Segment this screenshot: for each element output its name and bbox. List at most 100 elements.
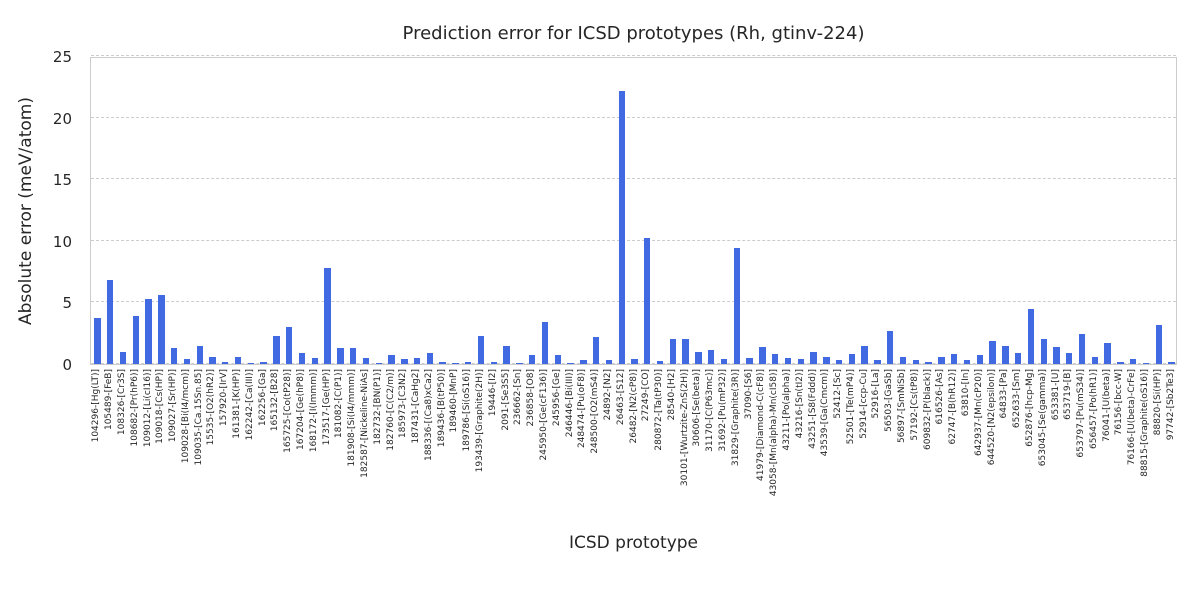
bar	[669, 339, 677, 364]
bar	[260, 362, 267, 364]
bar	[759, 346, 766, 364]
bar	[976, 355, 983, 364]
x-tick-label: 616526-[As]	[935, 369, 946, 425]
x-tick-label: 27249-[CO]	[641, 369, 652, 422]
bar	[1130, 359, 1137, 364]
y-tick-label: 20	[52, 109, 72, 128]
bar	[1104, 343, 1111, 364]
bar	[1066, 352, 1073, 364]
x-tick-label: 644520-[N2(epsilon)]	[986, 369, 997, 466]
x-tick-label: 31829-[Graphite(3R)]	[730, 369, 741, 467]
x-tick-label: 642937-[Mn(cP20)]	[973, 369, 984, 456]
bar	[1117, 362, 1124, 364]
x-tick-label: 182587-[Nickeline-NiAs]	[359, 369, 370, 478]
bar	[401, 359, 408, 364]
x-tick-label: 28540-[H2]	[666, 369, 677, 421]
x-tick-label: 181908-[Si(I4/mmm)]	[347, 369, 358, 467]
x-tick-label: 189786-[Si(oS16)]	[462, 369, 473, 452]
bar	[324, 267, 331, 364]
x-tick-label: 109035-[Ca.15Sn.85]	[193, 369, 204, 466]
x-tick-label: 189436-[B(tP50)]	[436, 369, 447, 448]
x-tick-label: 76156-[bcc-W]	[1114, 369, 1125, 436]
x-tick-label: 37090-[S6]	[743, 369, 754, 420]
gridline	[91, 55, 1176, 56]
x-tick-label: 2091-[Se3S5]	[500, 369, 511, 431]
x-tick-label: 63810-[In]	[960, 369, 971, 417]
bar	[247, 362, 255, 364]
x-tick-label: 76041-[U(beta)]	[1101, 369, 1112, 442]
bar	[490, 361, 498, 364]
bar	[170, 347, 178, 364]
bar	[618, 90, 625, 364]
x-tick-label: 185973-[C3N2]	[398, 369, 409, 439]
gridline	[91, 239, 1176, 241]
x-tick-label: 609832-[P(black)]	[922, 369, 933, 450]
bar	[861, 345, 868, 364]
bar	[477, 335, 485, 364]
bar	[682, 339, 689, 364]
bar	[1053, 346, 1060, 364]
x-tick-label: 162242-[Ca(III)]	[244, 369, 255, 441]
x-tick-label: 108326-[Cr3S]	[116, 369, 127, 436]
bar	[209, 356, 216, 364]
bar	[465, 362, 472, 364]
x-tick-label: 88820-[Si(HP)]	[1152, 369, 1163, 436]
x-tick-label: 167204-[Ge(hP8)]	[296, 369, 306, 451]
bar	[119, 351, 127, 364]
x-tick-label: 64833-[Pa]	[999, 369, 1010, 419]
x-tick-label: 653045-[Se(gamma)]	[1037, 369, 1048, 467]
bar	[439, 362, 446, 364]
x-tick-label: 43211-[Po(alpha)]	[781, 369, 792, 451]
x-tick-label: 62747-[B(hR12)]	[948, 369, 959, 445]
bar	[528, 355, 536, 364]
bar	[1155, 324, 1162, 364]
x-tick-label: 653719-[B]	[1063, 369, 1074, 420]
y-tick-label: 5	[62, 294, 72, 313]
x-tick-label: 56503-[GaSb]	[884, 369, 895, 432]
bar	[963, 360, 971, 364]
plot-area	[90, 55, 1177, 365]
x-tick-label: 248474-[Pu(oF8)]	[577, 369, 588, 449]
bar	[286, 327, 293, 364]
x-tick-label: 109012-[Li(cI16)]	[142, 369, 153, 448]
bar	[1142, 362, 1150, 364]
bar	[656, 360, 664, 364]
bar	[106, 280, 114, 364]
x-tick-label: 43539-[Ga(Cmcm)]	[820, 369, 831, 457]
bar	[989, 340, 996, 364]
x-tick-label: 19446-[I2]	[487, 369, 498, 417]
x-tick-label: 15535-[O2(hR2)]	[206, 369, 217, 446]
x-tick-label: 88815-[Graphite(oS16)]	[1140, 369, 1151, 477]
bar	[222, 362, 229, 364]
x-tick-label: 31170-[C(P63mc)]	[705, 369, 716, 452]
bar	[810, 351, 817, 364]
x-tick-label: 31692-[Pu(mP32)]	[718, 369, 729, 452]
x-tick-label: 653797-[Pu(mS34)]	[1076, 369, 1087, 458]
bar	[951, 354, 958, 364]
bar	[413, 358, 421, 364]
x-tick-label: 168172-[I(Immm)]	[308, 369, 319, 453]
bar	[196, 345, 203, 364]
bar	[605, 360, 613, 364]
bar	[746, 357, 753, 364]
bar	[158, 295, 165, 364]
bar	[887, 330, 894, 364]
x-tick-label: 43058-[Mn(alpha)-Mn(cI58)]	[769, 369, 780, 497]
y-tick-label: 10	[52, 232, 72, 251]
x-tick-label: 104296-[Hg(LT)]	[91, 369, 102, 443]
gridline	[91, 116, 1176, 118]
y-tick-labels: 0 5 10 15 20 25	[0, 48, 82, 374]
x-tick-label: 236858-[O8]	[526, 369, 537, 427]
x-axis-label: ICSD prototype	[568, 533, 699, 553]
bar	[349, 347, 357, 364]
bar	[631, 359, 638, 364]
bar	[375, 362, 382, 364]
bar	[644, 238, 651, 364]
bar	[567, 362, 574, 364]
x-tick-label: 248500-[O2(mS4)]	[590, 369, 601, 454]
bar	[784, 357, 792, 364]
bar	[823, 356, 830, 364]
x-tick-label: 165132-[B28]	[270, 369, 281, 432]
x-tick-label: 97742-[Sb2Te3]	[1165, 369, 1176, 441]
